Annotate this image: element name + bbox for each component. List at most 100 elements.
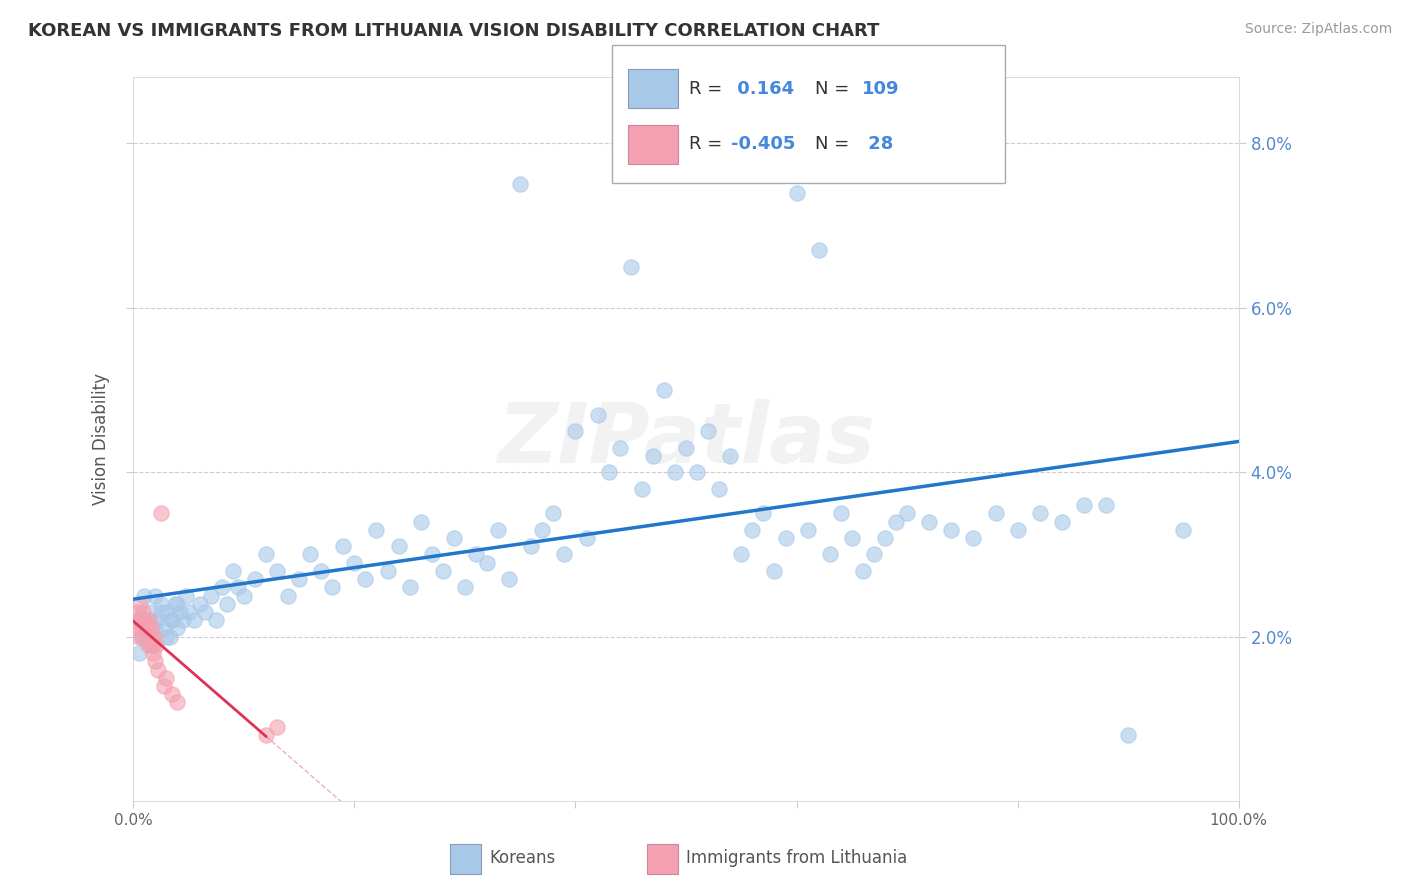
Point <box>354 572 377 586</box>
Point <box>863 548 886 562</box>
Point <box>183 613 205 627</box>
Point <box>128 630 150 644</box>
Point <box>1116 728 1139 742</box>
Point <box>128 597 150 611</box>
Point <box>1007 523 1029 537</box>
Point <box>254 548 277 562</box>
Point <box>377 564 399 578</box>
Point <box>155 605 177 619</box>
Point <box>266 564 288 578</box>
Point <box>664 465 686 479</box>
Text: -0.405: -0.405 <box>731 136 796 153</box>
Point <box>718 449 741 463</box>
Point <box>217 597 239 611</box>
Point <box>1095 498 1118 512</box>
Point <box>918 515 941 529</box>
Point <box>896 506 918 520</box>
Point <box>139 622 162 636</box>
Point <box>343 556 366 570</box>
Point <box>709 482 731 496</box>
Point <box>873 531 896 545</box>
Text: R =: R = <box>689 136 728 153</box>
Point <box>443 531 465 545</box>
Point <box>752 506 775 520</box>
Point <box>131 630 153 644</box>
Point <box>420 548 443 562</box>
Point <box>564 424 586 438</box>
Point <box>141 638 163 652</box>
Point <box>254 728 277 742</box>
Point <box>129 613 152 627</box>
Point <box>741 523 763 537</box>
Point <box>134 613 156 627</box>
Point <box>266 720 288 734</box>
Point <box>575 531 598 545</box>
Point <box>139 605 162 619</box>
Point <box>620 260 643 274</box>
Point <box>128 646 150 660</box>
Point <box>332 539 354 553</box>
Point <box>125 622 148 636</box>
Point <box>134 589 156 603</box>
Point <box>409 515 432 529</box>
Point <box>498 572 520 586</box>
Point <box>146 613 169 627</box>
Point <box>139 630 162 644</box>
Point <box>132 605 155 619</box>
Point <box>149 506 172 520</box>
Point <box>675 441 697 455</box>
Point <box>153 622 176 636</box>
Point <box>277 589 299 603</box>
Point <box>211 580 233 594</box>
Point <box>159 630 181 644</box>
Text: R =: R = <box>689 80 728 98</box>
Point <box>131 630 153 644</box>
Point <box>149 605 172 619</box>
Point <box>160 613 183 627</box>
Point <box>131 622 153 636</box>
Point <box>288 572 311 586</box>
Point <box>432 564 454 578</box>
Point <box>852 564 875 578</box>
Text: Immigrants from Lithuania: Immigrants from Lithuania <box>686 849 907 867</box>
Point <box>143 622 166 636</box>
Point <box>520 539 543 553</box>
Point <box>134 630 156 644</box>
Text: 109: 109 <box>862 80 900 98</box>
Point <box>153 679 176 693</box>
Point <box>1050 515 1073 529</box>
Point <box>309 564 332 578</box>
Point <box>166 597 188 611</box>
Text: Koreans: Koreans <box>489 849 555 867</box>
Point <box>155 671 177 685</box>
Point <box>543 506 565 520</box>
Text: ZIPatlas: ZIPatlas <box>498 399 875 480</box>
Point <box>598 465 620 479</box>
Point <box>884 515 907 529</box>
Point <box>796 523 818 537</box>
Point <box>641 449 664 463</box>
Point <box>609 441 631 455</box>
Point <box>143 654 166 668</box>
Point <box>486 523 509 537</box>
Point <box>166 695 188 709</box>
Text: N =: N = <box>815 80 855 98</box>
Point <box>194 605 217 619</box>
Point <box>775 531 797 545</box>
Point <box>454 580 477 594</box>
Point <box>841 531 863 545</box>
Point <box>134 613 156 627</box>
Point <box>652 383 675 397</box>
Text: KOREAN VS IMMIGRANTS FROM LITHUANIA VISION DISABILITY CORRELATION CHART: KOREAN VS IMMIGRANTS FROM LITHUANIA VISI… <box>28 22 880 40</box>
Point <box>146 663 169 677</box>
Point <box>166 622 188 636</box>
Point <box>160 613 183 627</box>
Point <box>143 589 166 603</box>
Point <box>465 548 488 562</box>
Point <box>387 539 409 553</box>
Point <box>299 548 322 562</box>
Point <box>818 548 841 562</box>
Point <box>962 531 984 545</box>
Point <box>730 548 752 562</box>
Point <box>139 638 162 652</box>
